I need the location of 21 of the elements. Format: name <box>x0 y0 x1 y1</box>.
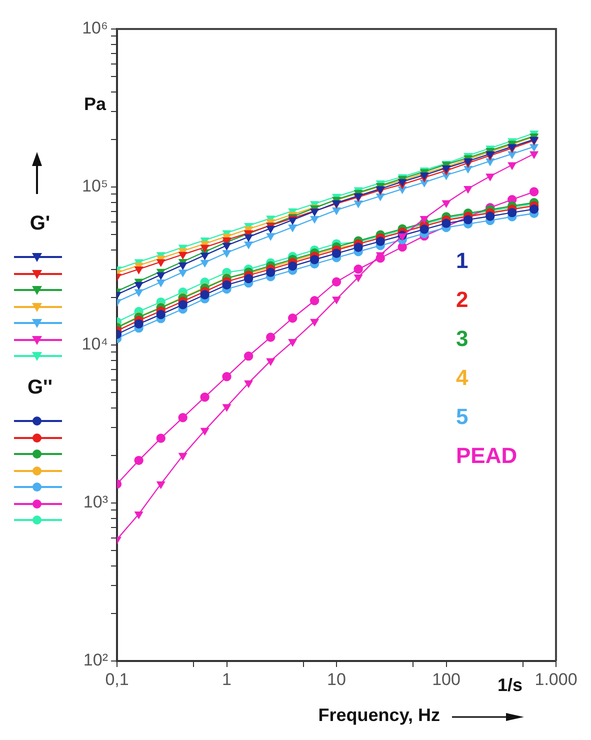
x-tick-label: 1.000 <box>534 670 578 689</box>
text: PEAD <box>456 443 518 468</box>
y-tick-label: 10² <box>83 650 108 670</box>
x-tick-label: 100 <box>432 670 460 689</box>
y-tick-label: 10⁴ <box>82 334 108 354</box>
text: 1/s <box>497 674 523 695</box>
text: 5 <box>456 404 468 430</box>
text: 3 <box>456 326 468 352</box>
x-tick-label: 10 <box>327 670 346 689</box>
text: 1 <box>456 248 468 274</box>
text: G'' <box>27 376 53 399</box>
y-tick-label: 10³ <box>83 492 108 512</box>
y-tick-label: 10⁶ <box>82 18 108 38</box>
x-tick-label: 0,1 <box>105 670 129 689</box>
x-tick-label: 1 <box>222 670 232 689</box>
y-axis-title: Pa <box>84 94 107 114</box>
x-axis-title: Frequency, Hz <box>318 704 440 725</box>
y-tick-label: 10⁵ <box>82 176 108 196</box>
text: 2 <box>456 287 468 312</box>
text: G' <box>30 212 50 235</box>
text: 4 <box>456 365 469 390</box>
